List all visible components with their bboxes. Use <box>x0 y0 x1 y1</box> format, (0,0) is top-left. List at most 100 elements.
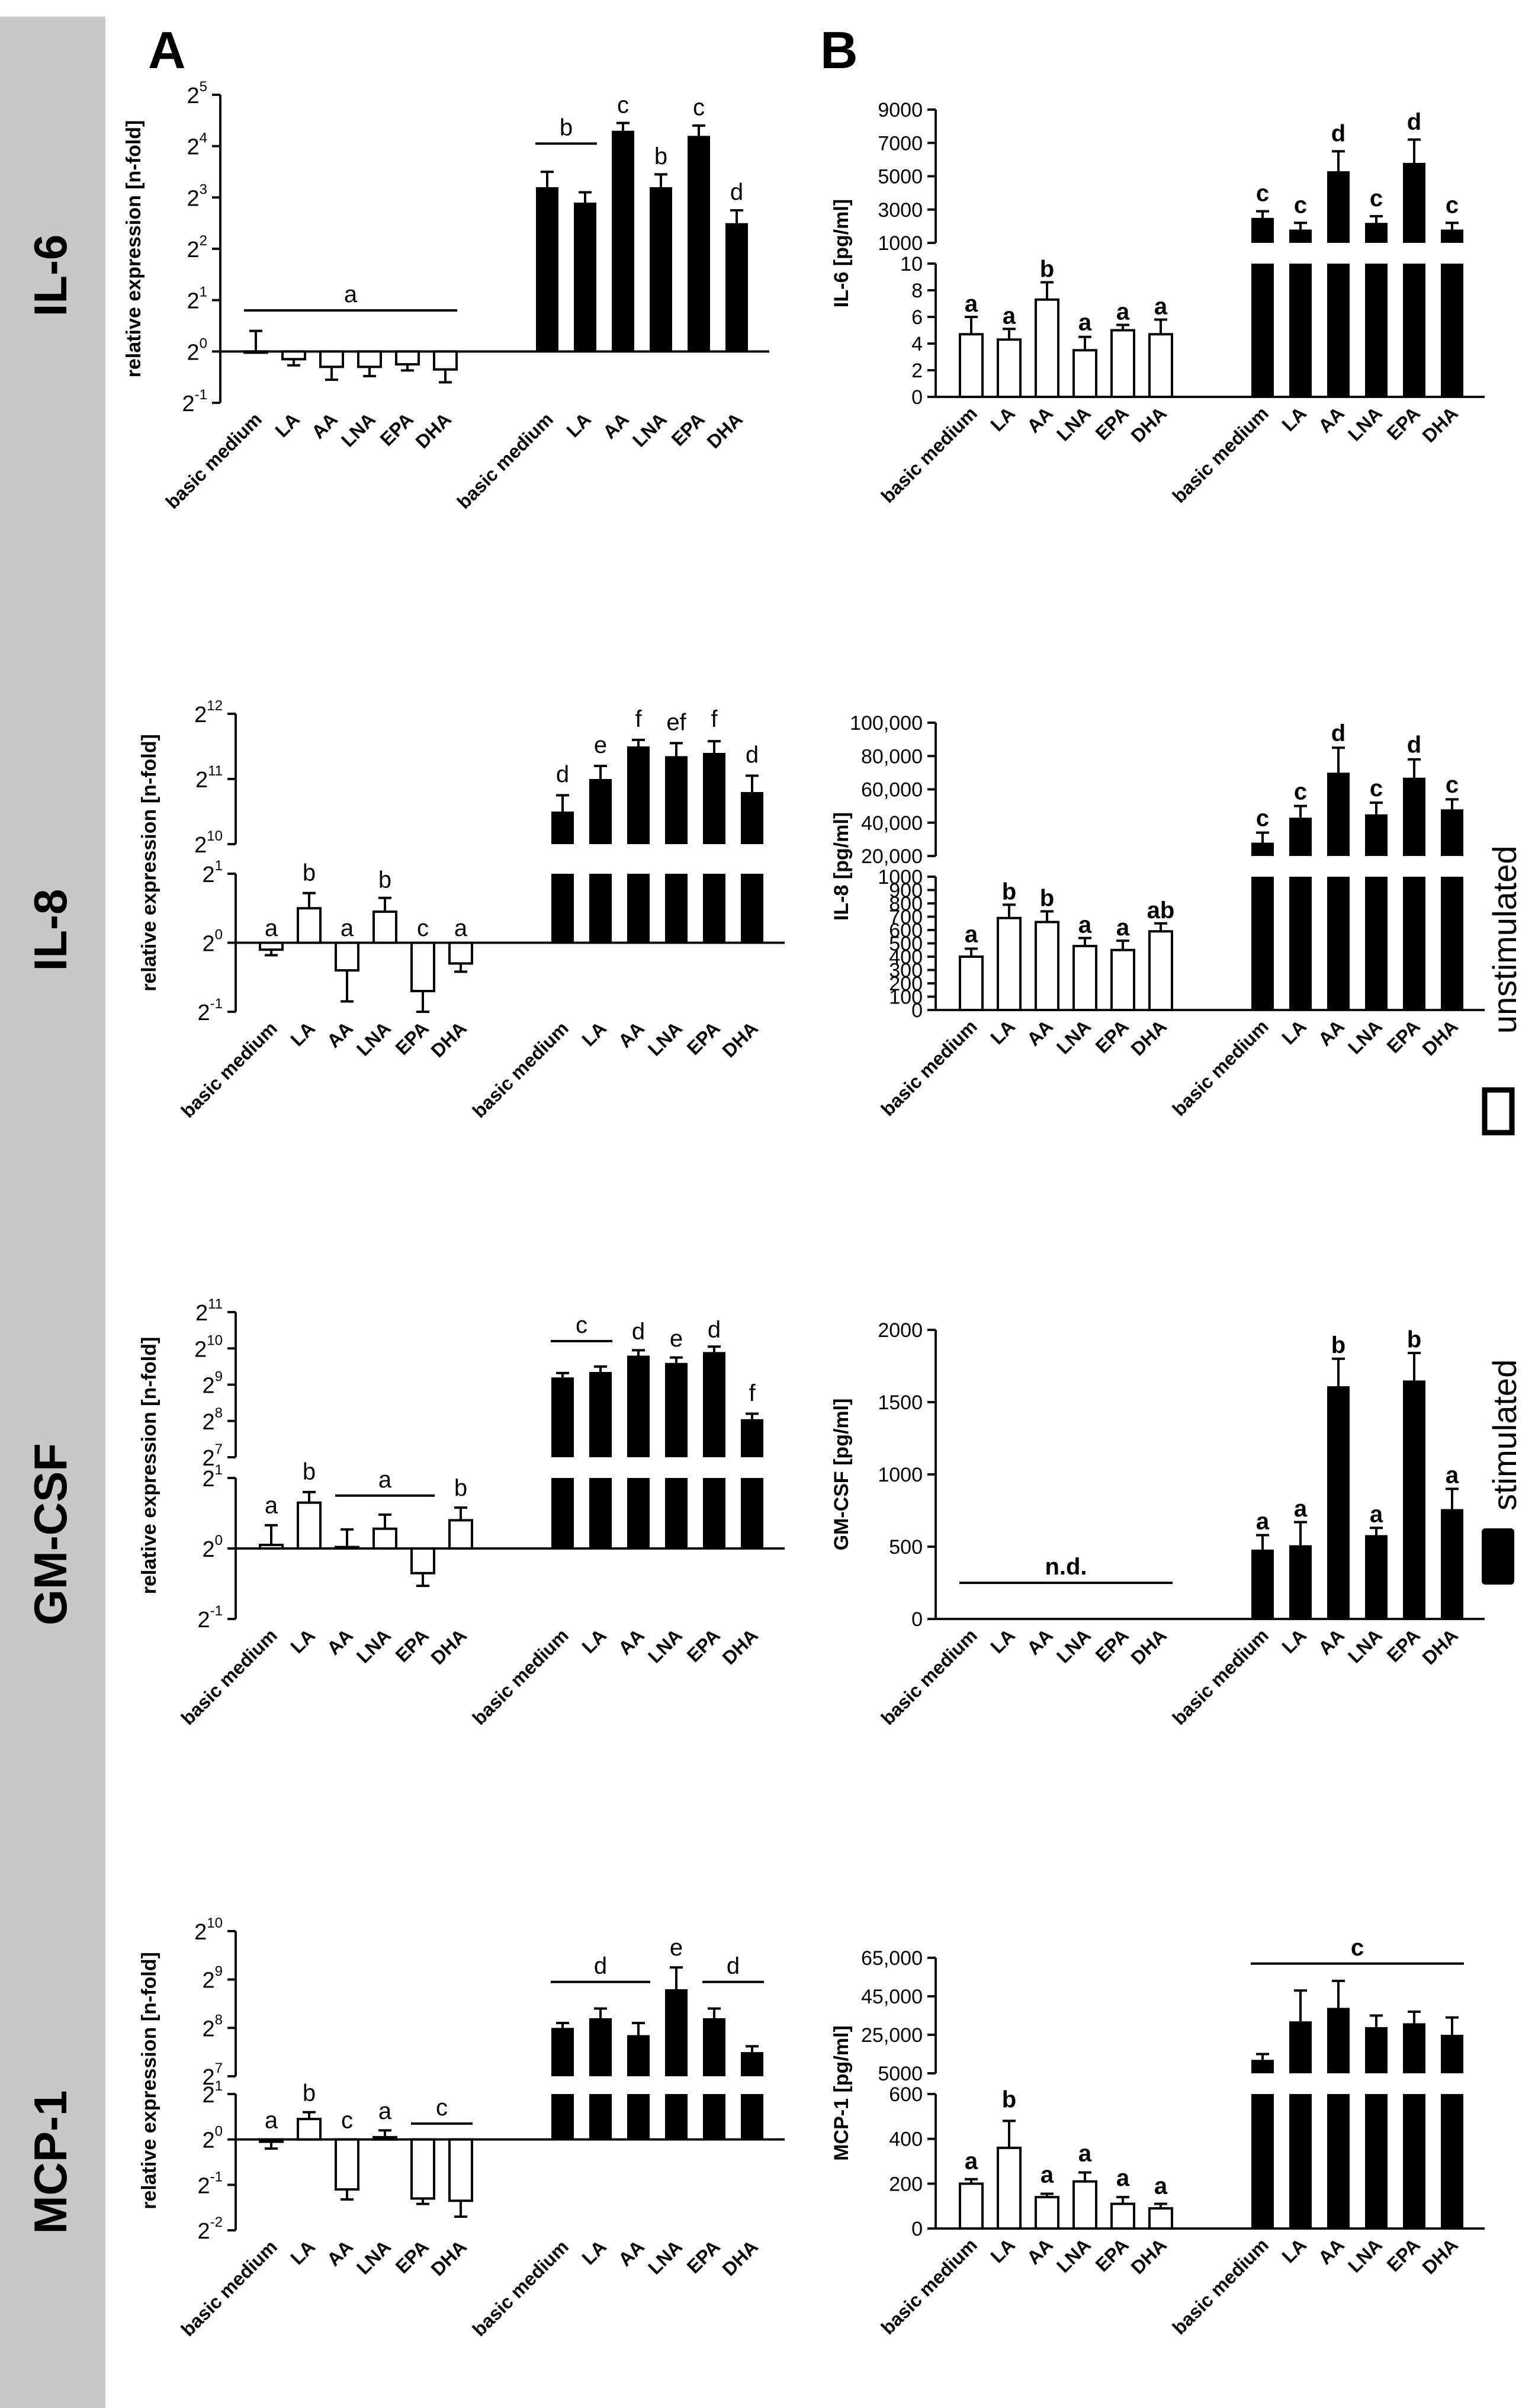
bar-unstimulated-basic-medium <box>959 2182 984 2230</box>
bar-stimulated-lower <box>741 1478 763 1548</box>
y-tick-exponent: 8 <box>215 1405 223 1421</box>
y-tick-label: 600 <box>889 919 923 942</box>
y-axis-label: relative expression [n-fold] <box>138 1952 160 2210</box>
x-tick-label: EPA <box>1091 2234 1133 2275</box>
y-tick-label: 2-1 <box>198 1603 223 1633</box>
significance-letter: b <box>1407 1326 1421 1352</box>
bar-stimulated-basic-medium <box>536 187 558 352</box>
x-tick-label: DHA <box>718 1624 762 1668</box>
significance-letter: c <box>417 915 429 941</box>
y-tick-label: 24 <box>187 130 208 160</box>
bar-stimulated-lower <box>589 2094 612 2140</box>
y-tick-exponent: -2 <box>210 2214 223 2230</box>
y-tick-exponent: 10 <box>207 828 223 844</box>
bar-stimulated-la <box>1289 2021 1312 2073</box>
bar-stimulated-lower <box>1327 877 1350 1010</box>
bar-stimulated-aa <box>1327 772 1350 856</box>
x-tick-label: DHA <box>426 1017 470 1061</box>
significance-letter: b <box>378 867 391 893</box>
bar-stimulated-basic-medium <box>1251 1549 1274 1619</box>
y-tick-base: 2 <box>198 1001 210 1025</box>
x-tick-label: LA <box>577 2236 611 2269</box>
y-tick-base: 2 <box>187 238 200 262</box>
bar-stimulated-epa <box>1403 777 1425 856</box>
x-tick-label: AA <box>614 2236 648 2270</box>
significance-letter: ab <box>1147 897 1175 924</box>
significance-letter: a <box>265 915 278 941</box>
bar-stimulated-basic-medium <box>551 1377 574 1457</box>
significance-letter: b <box>1002 2087 1016 2113</box>
y-tick-label: 2000 <box>878 1319 923 1342</box>
y-tick-label: 80,000 <box>861 745 923 768</box>
legend-stimulated-label: stimulated <box>1486 1359 1523 1511</box>
significance-letter: a <box>1154 294 1168 320</box>
bar-stimulated-lna <box>665 1989 688 2076</box>
x-tick-label: DHA <box>718 1017 762 1061</box>
bar-stimulated-lower <box>589 874 612 943</box>
y-axis-label: IL-8 [pg/ml] <box>830 812 853 921</box>
x-tick-label: EPA <box>391 1624 433 1666</box>
bar-unstimulated-la <box>297 1501 322 1550</box>
significance-letter: f <box>749 1380 756 1406</box>
bar-stimulated-lower <box>551 874 574 943</box>
bar-stimulated-lower <box>1365 877 1388 1010</box>
bar-unstimulated-basic-medium <box>959 333 984 398</box>
bar-stimulated-lower <box>741 2094 763 2140</box>
significance-letter: b <box>303 860 316 886</box>
x-tick-label: basic medium <box>877 1015 981 1120</box>
bar-stimulated-basic-medium <box>1251 217 1274 243</box>
x-tick-label: LA <box>986 2234 1019 2267</box>
x-tick-label: AA <box>1314 1624 1348 1659</box>
y-tick-base: 2 <box>195 1301 208 1326</box>
bar-stimulated-lower <box>1441 264 1463 397</box>
bar-stimulated-epa <box>1403 163 1425 243</box>
y-tick-label: 300 <box>889 960 923 982</box>
significance-letter: c <box>576 1312 587 1338</box>
x-tick-label: EPA <box>1383 1624 1424 1666</box>
significance-letter: a <box>1154 2173 1168 2199</box>
bar-stimulated-dha <box>725 223 748 352</box>
y-tick-exponent: 7 <box>215 1441 223 1457</box>
y-tick-label: 0 <box>911 999 923 1022</box>
bar-stimulated-dha <box>1441 2035 1463 2073</box>
x-tick-label: basic medium <box>177 1017 281 1121</box>
significance-letter: b <box>303 2080 316 2106</box>
bar-unstimulated-lna <box>372 1527 397 1550</box>
significance-letter: a <box>1370 1502 1383 1528</box>
significance-letter: b <box>654 143 667 169</box>
bar-stimulated-lower <box>703 1478 725 1548</box>
significance-letter: b <box>303 1458 316 1484</box>
x-tick-label: LNA <box>352 1624 395 1667</box>
bar-stimulated-la <box>1289 817 1312 856</box>
x-tick-label: AA <box>1023 2234 1057 2268</box>
x-tick-label: basic medium <box>468 1017 573 1121</box>
bar-stimulated-lower <box>703 2094 725 2140</box>
y-axis-label: IL-6 [pg/ml] <box>830 199 853 307</box>
bar-unstimulated-basic-medium <box>959 955 984 1011</box>
y-tick-exponent: 12 <box>207 698 223 714</box>
bar-stimulated-dha <box>1441 229 1463 243</box>
y-tick-label: 29 <box>203 1964 223 1993</box>
y-tick-exponent: 1 <box>200 284 207 300</box>
x-tick-label: LA <box>986 1624 1019 1657</box>
y-tick-label: 0 <box>911 1608 923 1631</box>
x-tick-label: EPA <box>1091 1015 1133 1057</box>
y-tick-label: 200 <box>889 2173 923 2195</box>
y-tick-label: 21 <box>187 284 208 314</box>
y-tick-exponent: 0 <box>215 1532 223 1548</box>
y-tick-label: 1000 <box>878 1464 923 1486</box>
x-tick-label: LA <box>286 2236 319 2269</box>
y-tick-label: 1000 <box>878 866 923 889</box>
significance-letter: c <box>1370 775 1383 801</box>
y-tick-exponent: 11 <box>208 763 223 779</box>
significance-letter: a <box>1116 915 1130 941</box>
x-tick-label: LNA <box>1052 1624 1095 1667</box>
y-tick-label: 600 <box>889 2083 923 2106</box>
bar-stimulated-lna <box>650 187 672 352</box>
x-tick-label: DHA <box>702 408 746 452</box>
significance-letter: a <box>1256 1509 1270 1535</box>
